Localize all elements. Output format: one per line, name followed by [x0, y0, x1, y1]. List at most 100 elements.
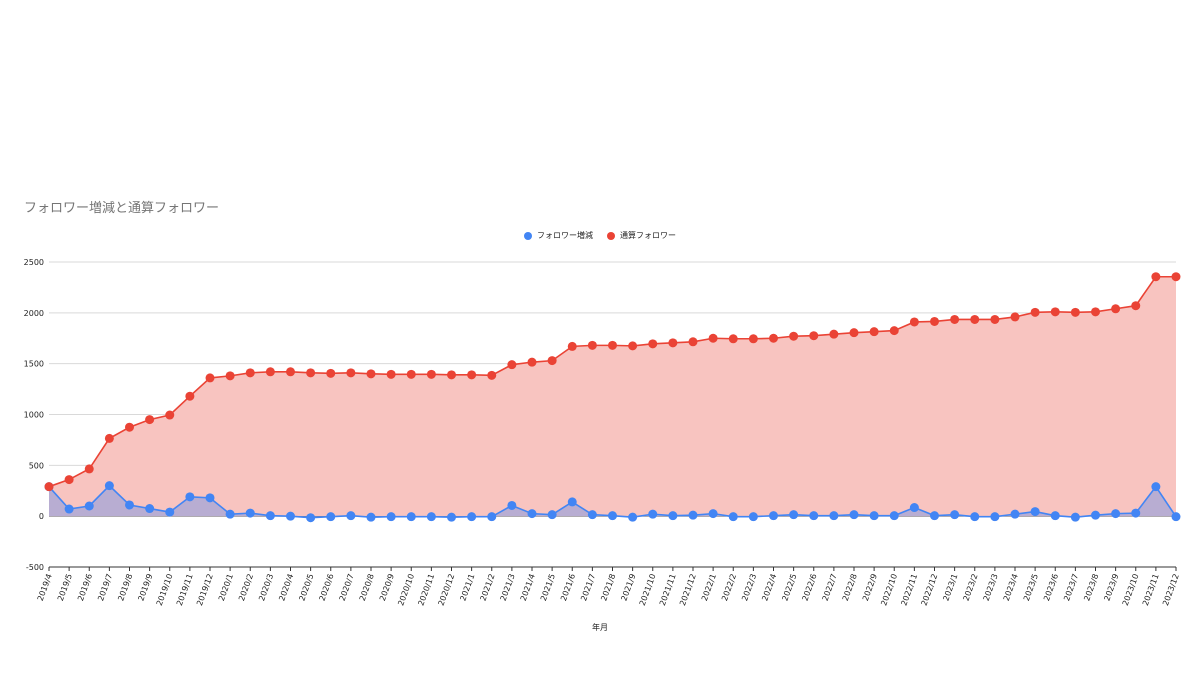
data-point: [849, 328, 859, 338]
x-tick-label: 2021/10: [638, 573, 658, 607]
x-tick-label: 2022/7: [821, 573, 839, 603]
x-tick-label: 2021/12: [678, 573, 698, 607]
data-point: [487, 370, 497, 380]
x-tick-label: 2020/6: [318, 573, 336, 603]
data-point: [426, 512, 436, 522]
data-point: [587, 340, 597, 350]
data-point: [889, 326, 899, 336]
data-point: [467, 512, 477, 522]
x-tick-label: 2020/5: [297, 573, 315, 603]
data-point: [44, 482, 54, 492]
x-tick-label: 2021/3: [499, 573, 517, 603]
data-point: [286, 367, 295, 377]
data-point: [809, 331, 819, 341]
data-point: [507, 360, 517, 370]
data-point: [366, 369, 376, 379]
data-point: [567, 341, 577, 351]
data-point: [668, 338, 678, 348]
data-point: [567, 497, 577, 507]
x-tick-label: 2021/11: [658, 573, 678, 607]
data-point: [688, 510, 698, 520]
data-point: [990, 314, 1000, 324]
series-area-0: [49, 485, 1176, 518]
data-point: [789, 331, 799, 341]
data-point: [1030, 507, 1040, 517]
data-point: [386, 369, 396, 379]
data-point: [406, 369, 416, 379]
data-point: [145, 504, 155, 514]
data-point: [1151, 272, 1161, 282]
x-tick-label: 2020/8: [358, 573, 376, 603]
data-point: [406, 512, 416, 522]
data-point: [326, 368, 336, 378]
data-point: [668, 511, 678, 521]
data-point: [648, 509, 658, 519]
x-tick-label: 2023/5: [1022, 573, 1040, 603]
x-tick-label: 2020/3: [257, 573, 275, 603]
x-tick-label: 2021/8: [599, 573, 617, 603]
data-point: [1030, 307, 1040, 317]
x-tick-label: 2019/7: [96, 573, 114, 603]
data-point: [306, 513, 316, 523]
data-point: [64, 504, 74, 514]
x-tick-label: 2019/6: [76, 573, 94, 603]
y-tick-label: 2000: [24, 309, 44, 318]
y-tick-label: -500: [26, 563, 44, 572]
data-point: [1171, 272, 1181, 282]
data-point: [728, 512, 738, 522]
data-point: [547, 356, 557, 366]
data-point: [1010, 312, 1020, 322]
data-point: [527, 357, 537, 367]
data-point: [587, 510, 597, 520]
data-point: [748, 334, 758, 344]
data-point: [326, 512, 336, 522]
x-tick-label: 2021/5: [539, 573, 557, 603]
data-point: [909, 317, 919, 327]
x-tick-label: 2022/12: [920, 573, 940, 607]
x-tick-label: 2019/10: [155, 573, 175, 607]
data-point: [608, 511, 617, 521]
data-point: [1070, 512, 1080, 522]
data-point: [648, 339, 658, 349]
data-point: [386, 512, 396, 522]
x-tick-label: 2023/8: [1082, 573, 1100, 603]
y-axis: -500 0 500 1000 1500 2000 2500: [24, 258, 44, 572]
data-point: [265, 511, 275, 521]
data-point: [628, 341, 638, 351]
legend-item-total-followers[interactable]: 通算フォロワー: [607, 230, 676, 241]
data-point: [125, 500, 134, 510]
data-point: [145, 415, 155, 425]
x-tick-label: 2021/9: [619, 573, 637, 603]
data-point: [265, 367, 275, 377]
x-tick-label: 2019/8: [116, 573, 134, 603]
data-point: [849, 510, 859, 520]
data-point: [688, 337, 698, 347]
data-point: [447, 370, 456, 380]
y-tick-label: 2500: [24, 258, 44, 267]
data-point: [1151, 482, 1161, 492]
x-tick-label: 2020/10: [396, 573, 416, 607]
x-tick-label: 2023/10: [1121, 573, 1141, 607]
data-point: [990, 512, 1000, 522]
legend-marker-followers-change: [524, 231, 532, 240]
data-point: [1050, 511, 1060, 521]
data-point: [769, 333, 778, 343]
x-tick-label: 2020/1: [217, 573, 235, 603]
x-tick-label: 2020/9: [378, 573, 396, 603]
legend-item-followers-change[interactable]: フォロワー増減: [524, 230, 593, 241]
x-tick-label: 2022/2: [720, 573, 738, 603]
x-tick-label: 2020/11: [416, 573, 436, 607]
data-point: [84, 464, 94, 474]
data-point: [346, 511, 356, 521]
data-point: [225, 509, 235, 519]
data-point: [1010, 509, 1020, 519]
x-tick-label: 2020/7: [338, 573, 356, 603]
x-tick-label: 2019/5: [56, 573, 74, 603]
data-point: [628, 512, 638, 522]
x-tick-label: 2022/1: [700, 573, 718, 603]
x-tick-label: 2021/7: [579, 573, 597, 603]
data-point: [970, 314, 980, 324]
data-point: [185, 492, 195, 502]
data-point: [366, 512, 376, 522]
